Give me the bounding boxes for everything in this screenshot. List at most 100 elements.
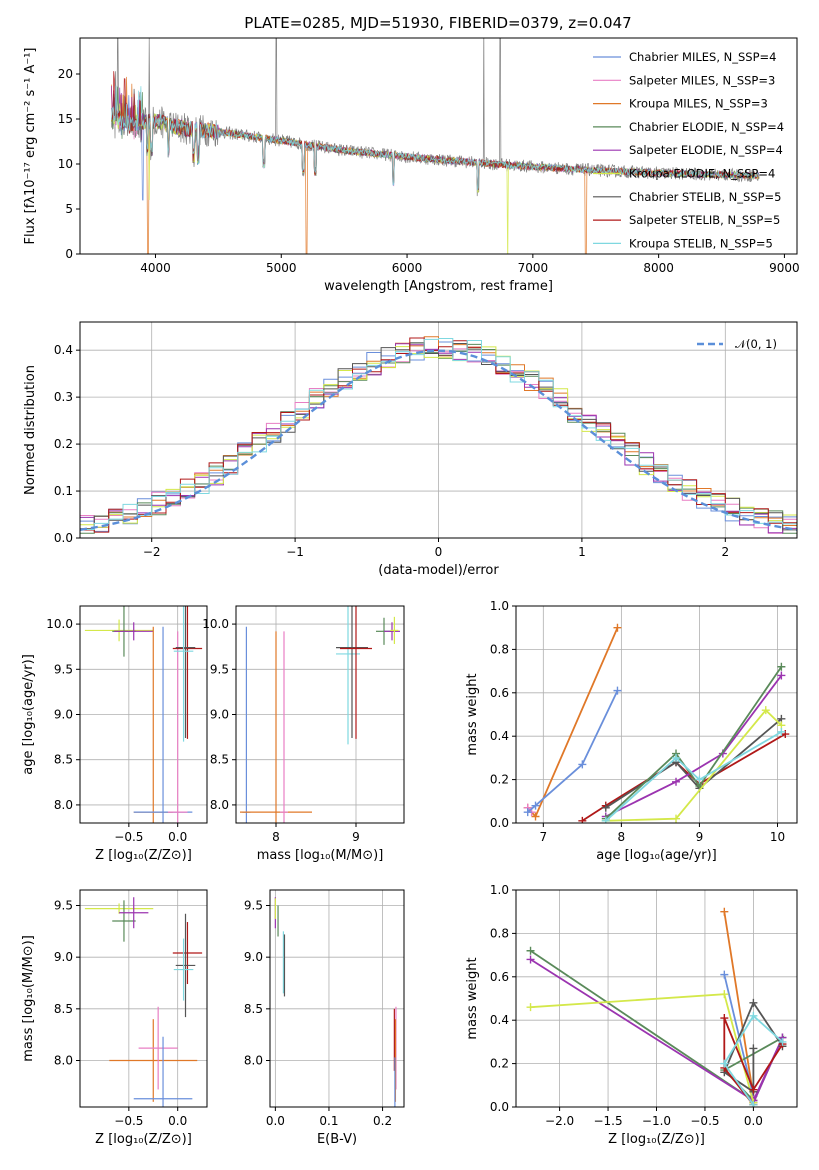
x-tick-label: 6000	[392, 261, 423, 275]
series-line	[527, 690, 619, 813]
y-tick-label: 9.0	[244, 950, 263, 964]
x-tick-label: −0.5	[114, 830, 143, 844]
y-tick-label: 0.0	[490, 816, 509, 830]
series-marker	[720, 1014, 729, 1023]
legend-label: Salpeter MILES, N_SSP=3	[629, 73, 775, 87]
x-tick-label: 7000	[518, 261, 549, 275]
plot-area	[84, 606, 203, 823]
x-axis-label: age [log₁₀(age/yr)]	[596, 848, 717, 863]
histogram-salpeter-stelib	[80, 337, 797, 533]
y-tick-label: 8.5	[244, 1002, 263, 1016]
y-tick-label: 0.4	[490, 1013, 509, 1027]
plot-area	[526, 907, 787, 1107]
x-tick-label: 7	[539, 830, 547, 844]
y-tick-label: 8.5	[54, 1002, 73, 1016]
series-marker	[523, 808, 532, 817]
axes-frame	[79, 605, 208, 824]
x-axis-label: wavelength [Angstrom, rest frame]	[324, 279, 553, 294]
y-axis-label: mass [log₁₀(M/M⊙)]	[21, 935, 36, 1062]
series-marker	[720, 907, 729, 916]
legend-label: Chabrier MILES, N_SSP=4	[629, 50, 776, 64]
series-marker	[526, 955, 535, 964]
point-kroupa-miles	[240, 631, 312, 823]
y-tick-label: 5	[65, 202, 73, 216]
axes-frame	[79, 321, 798, 539]
series-line	[527, 627, 619, 819]
series-kroupa-stelib	[601, 727, 786, 823]
axes-frame	[515, 605, 798, 824]
figure-title: PLATE=0285, MJD=51930, FIBERID=0379, z=0…	[244, 14, 631, 32]
x-tick-label: 2	[721, 545, 729, 559]
series-line	[605, 731, 782, 822]
x-tick-label: 0.2	[373, 1114, 392, 1128]
plot-area	[80, 336, 797, 534]
y-axis-label: Flux [fλ10⁻¹⁷ erg cm⁻² s⁻¹ A⁻¹]	[23, 48, 38, 245]
model-spectrum-salpeter-stelib	[111, 71, 760, 190]
legend-label-normal: 𝒩(0, 1)	[735, 337, 777, 351]
x-tick-label: −0.5	[114, 1114, 143, 1128]
y-tick-label: 8.5	[54, 753, 73, 767]
series-marker	[749, 1044, 758, 1053]
y-tick-label: 0.2	[54, 437, 73, 451]
y-tick-label: 0.3	[54, 390, 73, 404]
point-kroupa-elodie	[390, 616, 399, 644]
legend: Chabrier MILES, N_SSP=4 Salpeter MILES, N…	[593, 50, 784, 250]
series-line	[605, 666, 783, 820]
y-tick-label: 15	[58, 112, 73, 126]
series-marker	[601, 816, 610, 823]
y-axis-label: mass weight	[465, 673, 480, 755]
point-kroupa-elodie	[84, 619, 154, 642]
y-tick-label: 8.0	[54, 798, 73, 812]
point-chabrier-stelib	[175, 913, 196, 1018]
y-tick-label: 0	[65, 247, 73, 261]
x-tick-label: 0.0	[168, 830, 187, 844]
point-salpeter-miles	[280, 631, 288, 823]
normal-curve	[80, 349, 797, 531]
y-tick-label: 0.4	[54, 343, 73, 357]
y-tick-label: 0.8	[490, 642, 509, 656]
series-chabrier-miles	[523, 686, 622, 817]
point-chabrier-stelib	[336, 606, 368, 739]
point-salpeter-miles	[167, 631, 188, 823]
series-marker	[749, 998, 758, 1007]
series-marker	[531, 801, 540, 810]
model-spectrum-kroupa-stelib	[111, 85, 760, 191]
point-kroupa-elodie	[84, 903, 154, 914]
legend-label: Chabrier ELODIE, N_SSP=4	[629, 120, 784, 134]
series-line	[530, 958, 784, 1104]
point-kroupa-stelib	[173, 606, 194, 742]
series-marker	[777, 662, 786, 671]
y-tick-label: 1.0	[490, 883, 509, 897]
y-tick-label: 0.4	[490, 729, 509, 743]
legend-label: Kroupa STELIB, N_SSP=5	[629, 236, 773, 250]
series-line	[723, 911, 755, 1097]
y-tick-label: 0.0	[54, 531, 73, 545]
series-kroupa-stelib	[720, 1011, 787, 1107]
y-tick-label: 0.0	[490, 1100, 509, 1114]
x-tick-label: 8000	[643, 261, 674, 275]
panel-spectrum: 4000 5000 6000 7000 8000 9000 0 5 10 15 20 waveleng…	[23, 37, 800, 294]
plot-area	[111, 38, 760, 254]
plot-area	[240, 606, 400, 823]
plot-area	[523, 623, 790, 823]
axes-frame	[79, 37, 798, 255]
series-line	[723, 1014, 784, 1106]
x-tick-label: 0.1	[319, 1114, 338, 1128]
x-tick-label: −1	[286, 545, 304, 559]
series-marker	[761, 706, 770, 715]
point-kroupa-miles	[109, 1019, 198, 1102]
series-marker	[578, 816, 587, 823]
series-marker	[749, 1085, 758, 1094]
point-chabrier-elodie	[112, 900, 136, 942]
legend-label: Chabrier STELIB, N_SSP=5	[629, 190, 781, 204]
axes-frame	[79, 889, 208, 1108]
legend-label: Salpeter ELODIE, N_SSP=4	[629, 143, 783, 157]
y-axis-label: Normed distribution	[23, 365, 38, 495]
histogram-kroupa-elodie	[80, 346, 797, 528]
y-tick-label: 20	[58, 67, 73, 81]
x-axis-label: Z [log₁₀(Z/Z⊙)]	[95, 1132, 192, 1147]
y-tick-label: 9.5	[54, 899, 73, 913]
series-marker	[695, 775, 704, 784]
x-tick-label: 8	[618, 830, 626, 844]
point-salpeter-stelib	[172, 606, 203, 739]
